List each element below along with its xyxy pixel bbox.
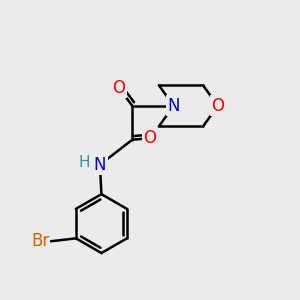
Text: O: O <box>211 97 224 115</box>
Text: H: H <box>78 155 89 170</box>
Text: N: N <box>167 97 180 115</box>
Text: O: O <box>143 129 157 147</box>
Text: N: N <box>94 156 106 174</box>
Text: O: O <box>112 79 126 97</box>
Text: Br: Br <box>31 232 50 250</box>
